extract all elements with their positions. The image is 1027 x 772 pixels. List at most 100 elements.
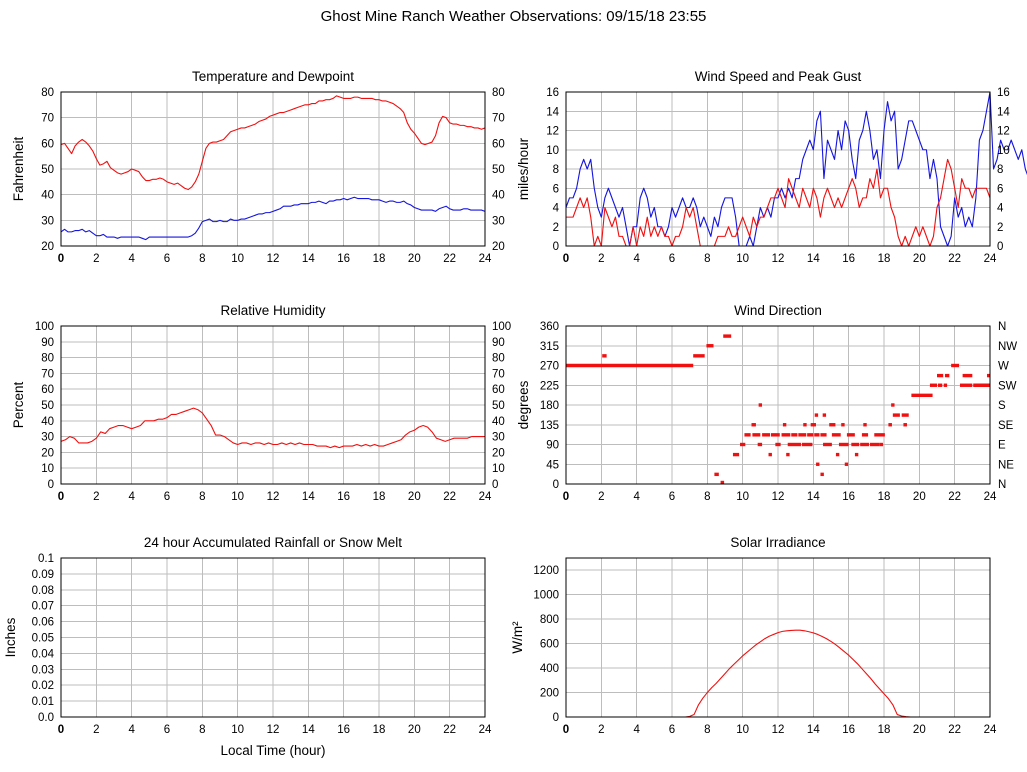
gridlines (61, 326, 485, 484)
compass-label: E (998, 440, 1006, 452)
y2-tick-label: 8 (997, 164, 1003, 176)
y-tick-label: 30 (41, 215, 54, 227)
x-tick-label: 18 (373, 491, 386, 503)
x-tick-label: 16 (337, 253, 350, 265)
y2-tick-label: 100 (492, 321, 511, 333)
y-tick-label: 1000 (533, 590, 559, 602)
y2-tick-label: 16 (997, 87, 1010, 99)
y-tick-label: 315 (540, 341, 559, 353)
y-tick-label: 0.08 (32, 585, 54, 597)
y-tick-label: 0.05 (32, 633, 54, 645)
y-axis-label: miles/hour (516, 137, 531, 200)
x-tick-label: 8 (704, 253, 710, 265)
chart-title: Wind Direction (734, 303, 822, 318)
x-tick-label: 4 (128, 253, 135, 265)
y-tick-label: 45 (546, 459, 559, 471)
x-tick-label: 16 (842, 253, 855, 265)
page-title: Ghost Mine Ranch Weather Observations: 0… (320, 8, 707, 25)
chart-title: Solar Irradiance (730, 535, 825, 550)
x-tick-label: 0 (58, 491, 64, 503)
y-tick-label: 16 (546, 87, 559, 99)
y2-tick-label: 40 (492, 416, 505, 428)
x-tick-label: 12 (267, 724, 280, 736)
x-tick-label: 0 (563, 724, 569, 736)
x-tick-label: 18 (373, 724, 386, 736)
y2-tick-label: 90 (492, 337, 505, 349)
compass-label: NW (998, 341, 1017, 353)
x-tick-label: 20 (913, 724, 926, 736)
compass-label: N (998, 321, 1006, 333)
y-tick-label: 0.0 (38, 712, 54, 724)
y-tick-label: 90 (41, 337, 54, 349)
x-tick-label: 22 (948, 491, 961, 503)
x-tick-label: 22 (443, 253, 456, 265)
y2-tick-label: 2 (997, 222, 1003, 234)
y-tick-label: 0.09 (32, 569, 54, 581)
x-tick-label: 12 (772, 491, 785, 503)
y-axis-label: Inches (3, 617, 18, 657)
y2-tick-label: 70 (492, 113, 505, 125)
x-tick-label: 18 (373, 253, 386, 265)
y2-tick-label: 80 (492, 87, 505, 99)
y2-tick-label: 60 (492, 138, 505, 150)
y-tick-label: 10 (546, 145, 559, 157)
x-tick-label: 10 (231, 253, 244, 265)
x-tick-label: 4 (633, 253, 640, 265)
x-tick-label: 14 (807, 491, 820, 503)
x-tick-label: 24 (984, 491, 997, 503)
plot-border (60, 325, 486, 485)
y-tick-label: 20 (41, 241, 54, 253)
y-tick-label: 225 (540, 380, 559, 392)
y2-tick-label: 80 (492, 353, 505, 365)
x-tick-label: 24 (479, 491, 492, 503)
y2-tick-label: 0 (997, 241, 1003, 253)
x-tick-label: 6 (669, 724, 675, 736)
y-tick-label: 80 (41, 353, 54, 365)
x-tick-label: 6 (164, 491, 170, 503)
x-tick-label: 16 (337, 491, 350, 503)
x-tick-label: 16 (842, 724, 855, 736)
y2-tick-label: 50 (492, 400, 505, 412)
accumulated-rainfall-chart: 0.0 0.01 0.02 0.03 0.04 0.05 0.06 0.07 0.08 0.09 0… (3, 535, 492, 758)
plot-border (60, 91, 486, 247)
x-tick-label: 14 (302, 491, 315, 503)
y-tick-label: 180 (540, 400, 559, 412)
y2-tick-label: 14 (997, 106, 1010, 118)
x-tick-label: 20 (913, 491, 926, 503)
y-tick-label: 360 (540, 321, 559, 333)
plot-border (565, 91, 991, 247)
x-tick-label: 20 (408, 724, 421, 736)
x-tick-label: 24 (984, 724, 997, 736)
y2-tick-label: 40 (492, 190, 505, 202)
y-tick-label: 2 (553, 222, 559, 234)
x-tick-label: 4 (633, 724, 640, 736)
y-tick-label: 10 (41, 463, 54, 475)
y-tick-label: 20 (41, 447, 54, 459)
x-tick-label: 6 (164, 724, 170, 736)
y-tick-label: 30 (41, 432, 54, 444)
compass-label: SW (998, 380, 1017, 392)
y-tick-label: 8 (553, 164, 559, 176)
chart-title: Relative Humidity (220, 303, 325, 318)
y-tick-label: 40 (41, 190, 54, 202)
x-tick-label: 8 (199, 253, 205, 265)
chart-title: Temperature and Dewpoint (192, 69, 354, 84)
y-tick-label: 70 (41, 113, 54, 125)
plot-border (60, 557, 486, 718)
y2-tick-label: 10 (997, 145, 1010, 157)
x-tick-label: 8 (704, 491, 710, 503)
x-tick-label: 24 (479, 253, 492, 265)
temperature-line (60, 95, 486, 191)
x-tick-label: 22 (443, 724, 456, 736)
x-tick-label: 10 (231, 724, 244, 736)
y-tick-label: 80 (41, 87, 54, 99)
x-tick-label: 6 (669, 253, 675, 265)
y-tick-label: 0.04 (32, 648, 55, 660)
x-tick-label: 14 (807, 724, 820, 736)
x-tick-label: 0 (58, 724, 64, 736)
x-tick-label: 2 (93, 253, 99, 265)
